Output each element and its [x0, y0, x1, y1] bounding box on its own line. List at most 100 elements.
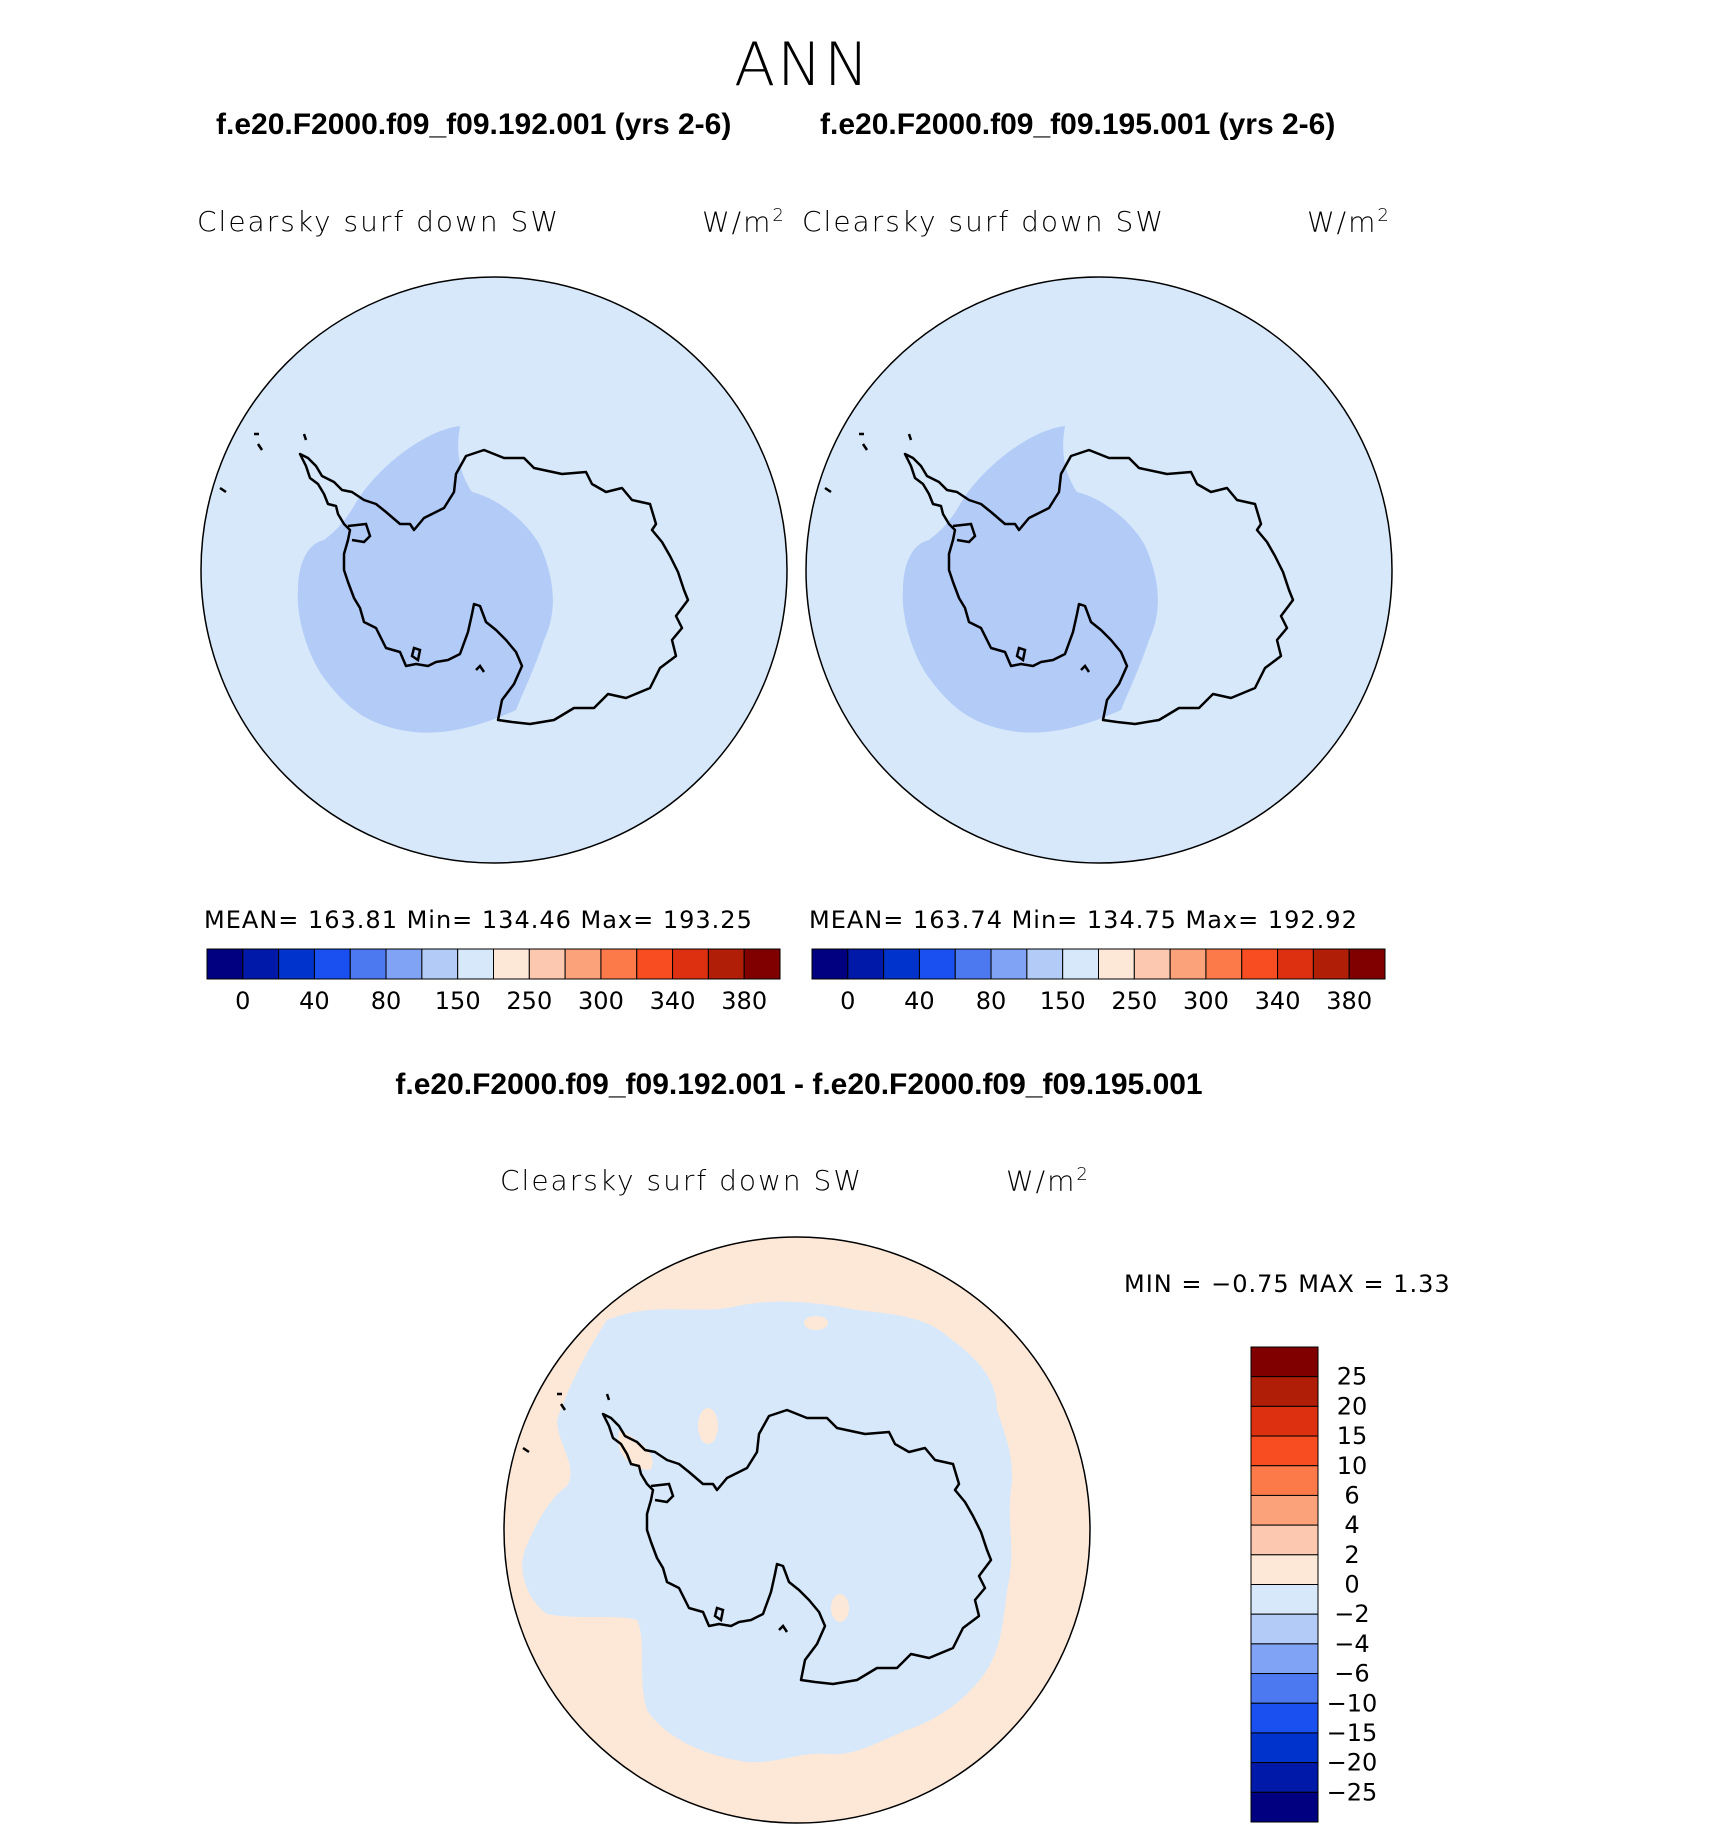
panel-1-colorbar-swatch: [313, 948, 351, 980]
panel-1-colorbar-tick-label: 80: [371, 987, 402, 1015]
difference-colorbar-swatch: [1250, 1494, 1319, 1526]
panel-2-colorbar-tick-label: 340: [1255, 987, 1301, 1015]
panel-1-colorbar-swatch: [707, 948, 745, 980]
difference-colorbar-tick-label: 2: [1344, 1541, 1359, 1569]
panel-1-map-border: [200, 276, 788, 864]
difference-colorbar-swatch: [1250, 1643, 1319, 1675]
panel-2-colorbar-tick-label: 80: [976, 987, 1007, 1015]
panel-2-colorbar-swatch: [1062, 948, 1099, 980]
difference-colorbar-tick-label: 10: [1337, 1452, 1368, 1480]
difference-colorbar-swatch: [1250, 1435, 1319, 1467]
difference-variable-label: Clearsky surf down SW: [500, 1164, 864, 1197]
difference-map-border: [503, 1236, 1091, 1824]
difference-colorbar-swatch: [1250, 1673, 1319, 1704]
difference-colorbar-tick-label: 25: [1337, 1363, 1368, 1391]
difference-colorbar-swatch: [1250, 1791, 1319, 1823]
difference-positive-patch-2: [698, 1408, 718, 1444]
panel-1-stats: MEAN= 163.81 Min= 134.46 Max= 193.25: [204, 906, 753, 934]
panel-1-map: [200, 276, 788, 864]
difference-colorbar-tick-label: 15: [1337, 1422, 1368, 1450]
panel-1-colorbar-tick-label: 300: [578, 987, 624, 1015]
panel-1-colorbar-swatch: [278, 948, 315, 980]
panel-1-colorbar-swatch: [457, 948, 494, 980]
panel-2-colorbar-tick-label: 150: [1040, 987, 1086, 1015]
difference-colorbar-swatch: [1250, 1376, 1319, 1407]
panel-2-colorbar-swatch: [1205, 948, 1243, 980]
panel-2-colorbar: 0 40 80 150 250 300 340 380: [811, 948, 1386, 1015]
panel-2-colorbar-swatch: [883, 948, 920, 980]
panel-1-colorbar-tick-label: 380: [721, 987, 767, 1015]
panel-1-colorbar-swatch: [242, 948, 280, 980]
panel-1-units: W/m2: [702, 205, 786, 239]
difference-title: f.e20.F2000.f09_f09.192.001 - f.e20.F200…: [395, 1068, 1203, 1101]
panel-1-colorbar-swatch: [600, 948, 638, 980]
panel-2-map: [805, 276, 1393, 864]
panel-2-colorbar-swatch: [1312, 948, 1350, 980]
difference-colorbar-swatch: [1250, 1584, 1319, 1615]
panel-1-variable-label: Clearsky surf down SW: [197, 205, 561, 238]
difference-positive-patch-3: [831, 1594, 849, 1622]
difference-colorbar-tick-label: 20: [1337, 1392, 1368, 1420]
difference-colorbar-tick-label: −20: [1327, 1749, 1378, 1777]
difference-colorbar-swatch: [1250, 1762, 1319, 1793]
panel-1-colorbar-swatch: [672, 948, 709, 980]
panel-1-colorbar-swatch: [493, 948, 530, 980]
difference-colorbar-swatch: [1250, 1346, 1319, 1378]
panel-2-variable-label: Clearsky surf down SW: [802, 205, 1166, 238]
panel-2-case-title: f.e20.F2000.f09_f09.195.001 (yrs 2-6): [820, 108, 1336, 141]
panel-2-colorbar-swatch: [1348, 948, 1386, 980]
difference-colorbar-swatch: [1250, 1732, 1319, 1764]
panel-2-colorbar-tick-label: 250: [1111, 987, 1157, 1015]
difference-colorbar-swatch: [1250, 1405, 1319, 1437]
panel-2-colorbar-tick-label: 40: [904, 987, 935, 1015]
figure-title: ANN: [734, 30, 871, 100]
difference-colorbar-swatch: [1250, 1702, 1319, 1734]
panel-2-colorbar-swatch: [918, 948, 956, 980]
difference-colorbar-swatch: [1250, 1613, 1319, 1645]
difference-colorbar-swatch: [1250, 1524, 1319, 1556]
panel-1-colorbar-swatch: [636, 948, 674, 980]
panel-2-map-border: [805, 276, 1393, 864]
difference-map: [503, 1236, 1091, 1824]
panel-1-colorbar-swatch: [564, 948, 602, 980]
panel-1-colorbar-swatch: [528, 948, 566, 980]
panel-1-colorbar: 0 40 80 150 250 300 340 380: [206, 948, 781, 1015]
difference-colorbar-tick-label: −4: [1334, 1630, 1369, 1658]
difference-colorbar-tick-label: −15: [1327, 1719, 1378, 1747]
difference-colorbar-tick-label: −2: [1334, 1600, 1369, 1628]
difference-colorbar-tick-label: 4: [1344, 1511, 1359, 1539]
difference-colorbar-swatch: [1250, 1465, 1319, 1496]
panel-2-colorbar-swatch: [1026, 948, 1064, 980]
panel-1-case-title: f.e20.F2000.f09_f09.192.001 (yrs 2-6): [216, 108, 732, 141]
difference-positive-patch-4: [618, 1430, 653, 1470]
panel-2-stats: MEAN= 163.74 Min= 134.75 Max= 192.92: [809, 906, 1358, 934]
panel-1-colorbar-swatch: [385, 948, 423, 980]
difference-colorbar-tick-label: −25: [1327, 1778, 1378, 1806]
difference-units: W/m2: [1006, 1164, 1090, 1198]
panel-2-colorbar-swatch: [1277, 948, 1314, 980]
panel-1-colorbar-swatch: [206, 948, 244, 980]
panel-2-colorbar-tick-label: 300: [1183, 987, 1229, 1015]
panel-1-colorbar-tick-label: 0: [235, 987, 250, 1015]
panel-2-colorbar-swatch: [1241, 948, 1279, 980]
difference-positive-patch-1: [804, 1316, 828, 1330]
panel-2-colorbar-swatch: [811, 948, 849, 980]
panel-2-colorbar-tick-label: 0: [840, 987, 855, 1015]
difference-colorbar-swatch: [1250, 1554, 1319, 1585]
panel-1-colorbar-tick-label: 340: [650, 987, 696, 1015]
difference-colorbar-tick-label: 6: [1344, 1481, 1359, 1509]
panel-2-colorbar-swatch: [954, 948, 992, 980]
panel-2-colorbar-swatch: [990, 948, 1028, 980]
difference-colorbar-tick-label: −10: [1327, 1689, 1378, 1717]
difference-min-max: MIN = −0.75 MAX = 1.33: [1124, 1270, 1451, 1298]
panel-2-units: W/m2: [1307, 205, 1391, 239]
panel-2-colorbar-swatch: [1169, 948, 1207, 980]
panel-1-colorbar-swatch: [743, 948, 781, 980]
panel-1-colorbar-tick-label: 40: [299, 987, 330, 1015]
panel-2-colorbar-swatch: [1098, 948, 1135, 980]
difference-colorbar-tick-label: 0: [1344, 1571, 1359, 1599]
panel-1-colorbar-tick-label: 150: [435, 987, 481, 1015]
panel-1-colorbar-tick-label: 250: [506, 987, 552, 1015]
